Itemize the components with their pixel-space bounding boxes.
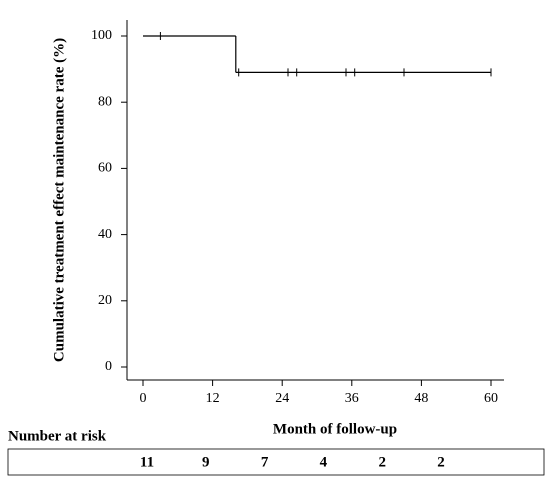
- risk-value: 2: [437, 454, 445, 470]
- risk-value: 7: [261, 454, 269, 470]
- x-tick-label: 0: [140, 391, 147, 406]
- y-tick-label: 80: [98, 94, 112, 109]
- x-tick-label: 36: [345, 391, 359, 406]
- risk-value: 2: [378, 454, 386, 470]
- y-tick-label: 20: [98, 293, 112, 308]
- x-tick-label: 12: [206, 391, 220, 406]
- y-tick-label: 0: [105, 359, 112, 374]
- risk-value: 4: [320, 454, 328, 470]
- risk-value: 9: [202, 454, 210, 470]
- y-tick-label: 100: [91, 28, 112, 43]
- x-tick-label: 60: [484, 391, 498, 406]
- risk-title: Number at risk: [8, 428, 107, 444]
- x-tick-label: 48: [414, 391, 428, 406]
- y-tick-label: 60: [98, 161, 112, 176]
- x-axis-label: Month of follow-up: [273, 421, 397, 437]
- x-tick-label: 24: [275, 391, 289, 406]
- y-axis-label: Cumulative treatment effect maintenance …: [51, 38, 67, 362]
- risk-value: 11: [140, 454, 154, 470]
- risk-box: [7, 448, 545, 476]
- y-tick-label: 40: [98, 227, 112, 242]
